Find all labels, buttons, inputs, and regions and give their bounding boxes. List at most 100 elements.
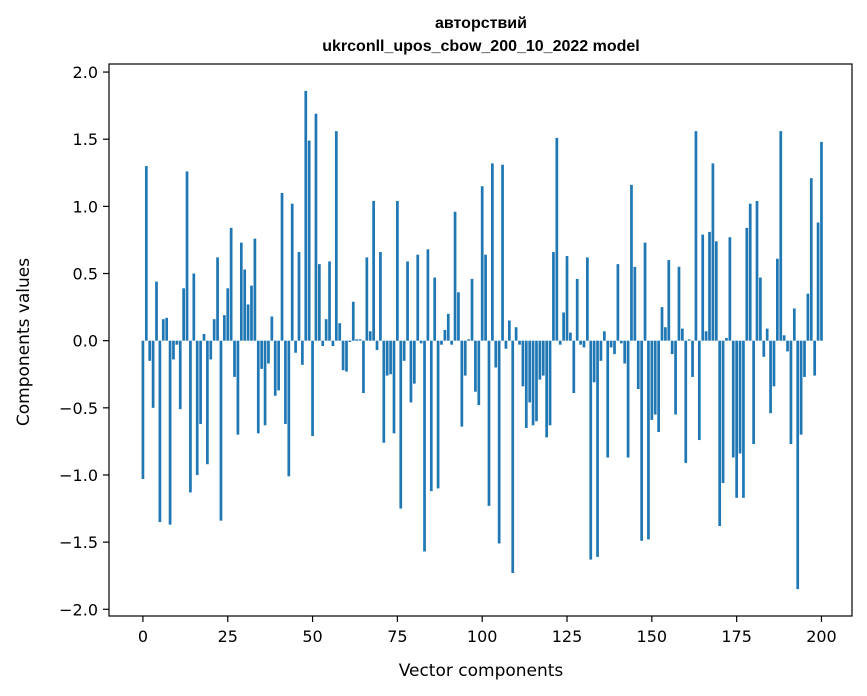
bar-100 — [480, 186, 484, 341]
bar-183 — [762, 340, 766, 357]
y-tick-label: 1.0 — [73, 197, 98, 216]
bar-160 — [684, 340, 688, 463]
bar-162 — [691, 340, 694, 377]
bar-61 — [348, 340, 352, 343]
bar-73 — [389, 340, 392, 375]
bar-6 — [161, 319, 165, 341]
bar-139 — [613, 340, 616, 355]
bar-32 — [250, 285, 253, 341]
bar-180 — [752, 340, 755, 445]
bars-group — [141, 90, 823, 590]
bar-28 — [236, 340, 240, 435]
bar-101 — [484, 254, 487, 341]
bar-103 — [491, 163, 494, 341]
bar-135 — [599, 340, 603, 361]
bar-174 — [731, 340, 735, 458]
bar-94 — [460, 340, 464, 427]
bar-97 — [470, 278, 474, 341]
bar-146 — [636, 340, 640, 390]
bar-25 — [226, 288, 230, 341]
bar-107 — [504, 340, 508, 349]
bar-71 — [382, 340, 386, 443]
bar-51 — [314, 113, 318, 341]
bar-104 — [494, 340, 498, 368]
bar-110 — [514, 327, 518, 341]
bar-197 — [809, 178, 813, 341]
bar-29 — [239, 242, 243, 341]
bar-81 — [416, 254, 420, 341]
bar-121 — [552, 252, 555, 341]
bar-152 — [657, 340, 660, 432]
bar-91 — [450, 340, 454, 345]
bar-39 — [273, 340, 277, 396]
bar-131 — [586, 257, 589, 341]
bar-7 — [165, 317, 169, 341]
bar-40 — [277, 340, 280, 391]
bar-129 — [579, 340, 582, 345]
bar-59 — [341, 340, 345, 371]
bar-153 — [660, 307, 664, 341]
bar-74 — [392, 340, 396, 434]
y-tick-label: −1.0 — [59, 466, 98, 485]
bar-145 — [633, 266, 637, 341]
bar-27 — [233, 340, 236, 377]
bar-113 — [524, 340, 528, 428]
bar-38 — [270, 316, 274, 341]
bar-111 — [518, 340, 521, 345]
bar-37 — [267, 340, 270, 364]
bar-77 — [402, 340, 406, 361]
bar-126 — [569, 332, 572, 341]
bar-56 — [331, 340, 335, 347]
bar-181 — [755, 200, 759, 341]
bar-4 — [155, 281, 158, 341]
bar-124 — [562, 312, 565, 341]
bar-106 — [501, 164, 504, 341]
bar-17 — [199, 340, 202, 424]
bar-85 — [429, 340, 433, 492]
bar-99 — [477, 340, 481, 406]
bar-10 — [175, 340, 179, 345]
bar-173 — [728, 237, 732, 341]
bar-58 — [338, 323, 342, 341]
bar-95 — [463, 340, 467, 376]
bar-45 — [294, 340, 297, 353]
bar-69 — [375, 340, 379, 351]
bar-86 — [433, 277, 437, 341]
plot-frame — [108, 63, 853, 617]
x-axis-label: Vector components — [399, 661, 564, 681]
bar-132 — [589, 340, 593, 560]
bar-128 — [575, 278, 579, 341]
bar-35 — [260, 340, 264, 369]
bar-170 — [718, 340, 722, 527]
bar-122 — [555, 137, 559, 341]
bar-26 — [229, 227, 233, 341]
bar-171 — [721, 340, 725, 484]
bar-150 — [650, 340, 654, 420]
bar-92 — [453, 211, 457, 341]
bar-136 — [602, 331, 606, 341]
bar-155 — [667, 260, 671, 341]
bar-130 — [582, 340, 586, 348]
bar-141 — [619, 340, 623, 344]
bar-112 — [521, 340, 525, 387]
x-tick-label: 100 — [467, 627, 498, 646]
bar-98 — [474, 340, 477, 392]
bar-30 — [243, 269, 247, 341]
bar-3 — [151, 340, 155, 408]
bar-138 — [609, 340, 613, 348]
bar-134 — [596, 340, 599, 557]
bar-184 — [765, 328, 769, 341]
bar-48 — [304, 90, 308, 341]
bar-102 — [487, 340, 491, 506]
bar-2 — [148, 340, 152, 361]
bar-12 — [182, 288, 185, 341]
bar-70 — [379, 252, 382, 341]
bar-67 — [368, 331, 372, 341]
bar-54 — [324, 319, 328, 341]
bar-13 — [185, 171, 189, 341]
bar-41 — [280, 192, 284, 341]
bar-79 — [409, 340, 413, 403]
bar-62 — [351, 301, 355, 341]
bar-64 — [358, 339, 362, 341]
